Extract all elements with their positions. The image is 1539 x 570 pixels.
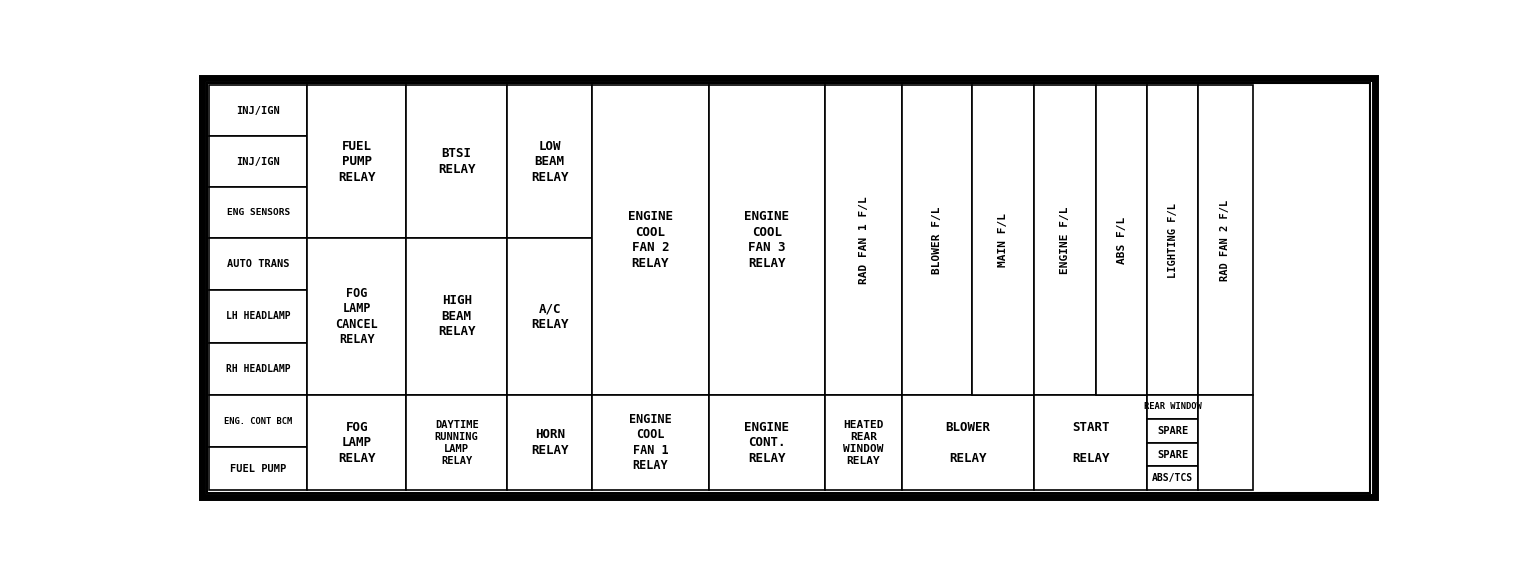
Text: A/C
RELAY: A/C RELAY: [531, 302, 568, 331]
Text: HEATED
REAR
WINDOW
RELAY: HEATED REAR WINDOW RELAY: [843, 420, 883, 466]
Bar: [708, 395, 825, 490]
Text: START

RELAY: START RELAY: [1071, 421, 1110, 465]
Bar: [1199, 395, 1253, 490]
Bar: [1147, 395, 1199, 419]
Text: FUEL PUMP: FUEL PUMP: [231, 464, 286, 474]
Bar: [308, 395, 406, 490]
Text: ENGINE
COOL
FAN 1
RELAY: ENGINE COOL FAN 1 RELAY: [629, 413, 673, 473]
Text: ENGINE
COOL
FAN 3
RELAY: ENGINE COOL FAN 3 RELAY: [745, 210, 790, 270]
Bar: [973, 86, 1034, 395]
Bar: [209, 447, 308, 490]
Bar: [209, 395, 308, 447]
Bar: [209, 187, 308, 238]
Bar: [593, 395, 708, 490]
Text: MAIN F/L: MAIN F/L: [997, 213, 1008, 267]
Text: ABS F/L: ABS F/L: [1117, 217, 1127, 264]
Text: RAD FAN 1 F/L: RAD FAN 1 F/L: [859, 196, 868, 284]
Bar: [506, 395, 593, 490]
Bar: [1147, 86, 1199, 395]
Text: ENG. CONT BCM: ENG. CONT BCM: [225, 417, 292, 426]
Text: BTSI
RELAY: BTSI RELAY: [439, 147, 476, 176]
Bar: [1147, 419, 1199, 443]
Bar: [209, 238, 308, 290]
Text: REAR WINDOW: REAR WINDOW: [1143, 402, 1202, 412]
Bar: [308, 238, 406, 395]
Bar: [902, 86, 973, 395]
Text: ENG SENSORS: ENG SENSORS: [226, 208, 289, 217]
Bar: [1034, 395, 1147, 490]
Bar: [1147, 466, 1199, 490]
Text: SPARE: SPARE: [1157, 426, 1188, 435]
Bar: [1199, 86, 1253, 395]
Bar: [406, 86, 506, 238]
Bar: [593, 86, 708, 395]
Text: HORN
RELAY: HORN RELAY: [531, 429, 568, 457]
Bar: [209, 136, 308, 187]
Text: RAD FAN 2 F/L: RAD FAN 2 F/L: [1220, 200, 1231, 281]
Text: INJ/IGN: INJ/IGN: [237, 106, 280, 116]
Text: ENGINE
COOL
FAN 2
RELAY: ENGINE COOL FAN 2 RELAY: [628, 210, 673, 270]
Text: BLOWER

RELAY: BLOWER RELAY: [945, 421, 991, 465]
Text: FOG
LAMP
CANCEL
RELAY: FOG LAMP CANCEL RELAY: [336, 287, 379, 346]
Text: LH HEADLAMP: LH HEADLAMP: [226, 311, 291, 321]
Bar: [708, 86, 825, 395]
Text: LOW
BEAM
RELAY: LOW BEAM RELAY: [531, 140, 568, 184]
Bar: [209, 86, 308, 136]
Bar: [406, 238, 506, 395]
Bar: [1096, 86, 1147, 395]
Text: ENGINE
CONT.
RELAY: ENGINE CONT. RELAY: [745, 421, 790, 465]
Text: FUEL
PUMP
RELAY: FUEL PUMP RELAY: [339, 140, 376, 184]
Bar: [209, 343, 308, 395]
Bar: [506, 86, 593, 238]
Text: RH HEADLAMP: RH HEADLAMP: [226, 364, 291, 374]
Text: DAYTIME
RUNNING
LAMP
RELAY: DAYTIME RUNNING LAMP RELAY: [436, 420, 479, 466]
Bar: [209, 290, 308, 343]
Text: INJ/IGN: INJ/IGN: [237, 157, 280, 166]
Text: ENGINE F/L: ENGINE F/L: [1060, 206, 1070, 274]
Bar: [825, 86, 902, 395]
Bar: [902, 395, 1034, 490]
Bar: [1034, 86, 1096, 395]
Bar: [506, 238, 593, 395]
Text: SPARE: SPARE: [1157, 450, 1188, 459]
Text: HIGH
BEAM
RELAY: HIGH BEAM RELAY: [439, 294, 476, 339]
Text: FOG
LAMP
RELAY: FOG LAMP RELAY: [339, 421, 376, 465]
Text: AUTO TRANS: AUTO TRANS: [226, 259, 289, 269]
Bar: [406, 395, 506, 490]
Text: ABS/TCS: ABS/TCS: [1153, 474, 1193, 483]
Text: LIGHTING F/L: LIGHTING F/L: [1168, 202, 1177, 278]
Bar: [1147, 443, 1199, 466]
Bar: [308, 86, 406, 238]
Text: BLOWER F/L: BLOWER F/L: [933, 206, 942, 274]
Bar: [825, 395, 902, 490]
